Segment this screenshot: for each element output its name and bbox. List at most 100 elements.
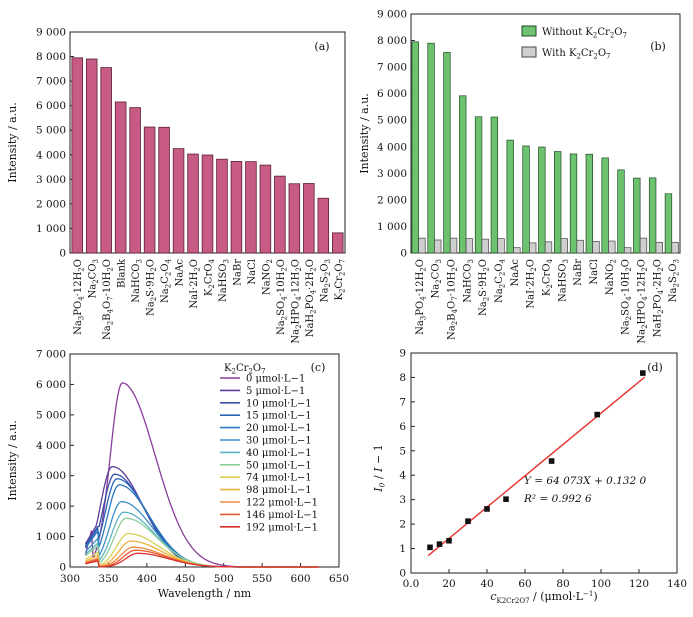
panel-c-legend-entry: 0 μmol·L−1 bbox=[246, 374, 305, 385]
panel-b-bar-without bbox=[617, 169, 625, 254]
panel-b-xtick-label: Na2SO4·10H2O bbox=[621, 259, 634, 335]
panel-b-xtick-label: NaHCO3 bbox=[462, 259, 475, 303]
panel-c-legend-entry: 10 μmol·L−1 bbox=[246, 398, 312, 409]
panel-b-bar-with bbox=[560, 238, 569, 254]
panel-d-data-point bbox=[427, 544, 433, 551]
panel-b-bar-with bbox=[529, 242, 537, 254]
panel-c-ylabel: Intensity / a.u. bbox=[6, 420, 19, 501]
panel-a-ytick-label: 1 000 bbox=[36, 223, 66, 235]
panel-c-ytick-label: 0 bbox=[59, 562, 66, 574]
panel-a-ytick-label: 2 000 bbox=[36, 198, 66, 210]
panel-b-xtick-label: NaAc bbox=[510, 259, 521, 287]
panel-c-ytick-label: 1 000 bbox=[36, 531, 66, 543]
panel-d-xtick-label: 140 bbox=[667, 578, 687, 590]
panel-d-data-point bbox=[503, 496, 509, 502]
panel-a-xtick-label: NaHCO3 bbox=[131, 259, 144, 303]
panel-c-legend-title: K2Cr2O7 bbox=[224, 363, 266, 376]
panel-b-bar-without bbox=[411, 41, 419, 254]
panel-b-ytick-label: 0 bbox=[400, 248, 407, 260]
panel-a-xtick-label: Na2S2O3 bbox=[319, 259, 332, 302]
panel-a-label: (a) bbox=[314, 40, 329, 53]
panel-b-bar-without bbox=[522, 145, 530, 254]
panel-d-xlabel: cK2Cr2O7 / (μmol·L−1) bbox=[490, 590, 597, 605]
panel-b-bar-with bbox=[608, 240, 616, 254]
panel-d-xtick-label: 100 bbox=[591, 578, 611, 590]
panel-c-ytick-label: 7 000 bbox=[36, 349, 66, 361]
panel-c-ytick-label: 4 000 bbox=[36, 440, 66, 452]
panel-b-bar-without bbox=[474, 116, 483, 254]
panel-b-xtick-label: NaH2PO4·2H2O bbox=[652, 259, 665, 337]
panel-b-bar-with bbox=[655, 242, 663, 254]
panel-b-bar-without bbox=[569, 153, 578, 254]
panel-a-xtick-label: Na2S·9H2O bbox=[146, 259, 159, 316]
panel-b-bar-without bbox=[633, 177, 641, 254]
panel-b-xtick-label: NaBr bbox=[573, 259, 584, 286]
panel-c-xtick-label: 300 bbox=[60, 573, 80, 585]
panel-d-linear-fit: 0 1 2 3 4 5 6 7 8 9 0.0 20 40 60 80 100 120 140 Y = 64 073… bbox=[372, 348, 687, 606]
panel-c-xlabel: Wavelength / nm bbox=[158, 587, 252, 600]
panel-a-xtick-label: Na2CO3 bbox=[88, 259, 101, 299]
panel-c-label: (c) bbox=[311, 361, 326, 374]
panel-d-frame bbox=[410, 352, 678, 574]
panel-d-ytick-label: 9 bbox=[399, 348, 406, 360]
panel-d-ytick-label: 2 bbox=[399, 519, 406, 531]
panel-b-bar-with bbox=[671, 242, 679, 254]
panel-b-bar-without bbox=[554, 151, 562, 254]
panel-a-bar bbox=[288, 183, 301, 254]
panel-c-legend-entry: 192 μmol·L−1 bbox=[246, 522, 318, 533]
panel-b-ytick-label: 5 000 bbox=[377, 115, 407, 127]
panel-a-bar bbox=[245, 161, 257, 254]
panel-a-ytick-label: 9 000 bbox=[36, 27, 66, 39]
panel-a-bar bbox=[158, 126, 170, 254]
panel-a-xtick-label: NaHSO3 bbox=[218, 259, 231, 302]
panel-b-bar-with bbox=[544, 241, 553, 254]
panel-b-bar-without bbox=[506, 139, 514, 254]
panel-b-bar-without bbox=[443, 52, 451, 254]
panel-d-xtick-label: 120 bbox=[629, 578, 649, 590]
panel-b-bar-without bbox=[585, 153, 594, 254]
panel-a-bar bbox=[201, 154, 214, 254]
panel-d-data-point bbox=[548, 458, 555, 464]
panel-c-legend-entry: 146 μmol·L−1 bbox=[246, 510, 318, 521]
panel-d-data-point bbox=[436, 541, 443, 547]
panel-a-bar bbox=[100, 67, 112, 254]
panel-c-xtick-label: 350 bbox=[98, 573, 118, 585]
panel-d-ytick-label: 8 bbox=[399, 372, 406, 384]
panel-b-xtick-label: Na2C2O4 bbox=[494, 258, 507, 303]
panel-b-legend-swatch-without bbox=[521, 25, 537, 37]
panel-a-xtick-label: Na2B4O7·10H2O bbox=[102, 259, 115, 340]
panel-a-bar bbox=[230, 161, 243, 254]
panel-c-legend-entry: 50 μmol·L−1 bbox=[246, 460, 312, 471]
panel-d-xtick-label: 80 bbox=[556, 578, 569, 590]
panel-c-legend-entry: 5 μmol·L−1 bbox=[246, 386, 305, 397]
panel-c-ytick-label: 6 000 bbox=[36, 379, 66, 391]
panel-b-xtick-label: NaNO2 bbox=[605, 259, 618, 295]
panel-b-legend-without: Without K2Cr2O7 bbox=[542, 27, 627, 40]
panel-a-xtick-label: NaI·2H2O bbox=[189, 259, 202, 309]
panel-b-xtick-label: K2CrO4 bbox=[542, 258, 555, 296]
panel-b-bar-with bbox=[623, 247, 632, 254]
panel-a-xtick-label: Na2C2O4 bbox=[160, 258, 173, 303]
panel-b-grouped-bar-chart: 0 1 000 2 000 3 000 4 000 5 000 6 000 7 000 8 00… bbox=[358, 9, 681, 344]
panel-b-bar-without bbox=[648, 177, 657, 254]
panel-a-xtick-label: NaCl bbox=[247, 259, 258, 285]
panel-c-ytick-label: 2 000 bbox=[36, 501, 66, 513]
panel-c-legend-entry: 74 μmol·L−1 bbox=[246, 473, 312, 484]
panel-a-xtick-label: Blank bbox=[117, 258, 128, 288]
panel-c-ytick-label: 5 000 bbox=[36, 409, 66, 421]
panel-a-bar bbox=[129, 107, 141, 254]
panel-b-xtick-label: Na2HPO4·12H2O bbox=[636, 259, 649, 344]
panel-b-xtick-label: Na2S·9H2O bbox=[478, 259, 491, 316]
panel-b-xtick-label: NaHSO3 bbox=[557, 259, 570, 302]
panel-d-xtick-label: 60 bbox=[518, 578, 531, 590]
panel-d-ylabel: I0 / I − 1 bbox=[372, 444, 387, 492]
panel-a-ytick-label: 8 000 bbox=[36, 51, 66, 63]
panel-b-legend-with: With K2Cr2O7 bbox=[542, 48, 610, 61]
panel-b-xtick-label: NaI·2H2O bbox=[526, 259, 539, 309]
panel-d-data-point bbox=[465, 518, 471, 524]
panel-a-xtick-label: Na2SO4·10H2O bbox=[276, 259, 289, 335]
panel-b-bar-without bbox=[538, 146, 546, 254]
panel-a-ytick-label: 0 bbox=[59, 248, 66, 260]
panel-a-xtick-label: Na3PO4·12H2O bbox=[73, 259, 86, 335]
panel-b-bar-with bbox=[639, 237, 648, 254]
